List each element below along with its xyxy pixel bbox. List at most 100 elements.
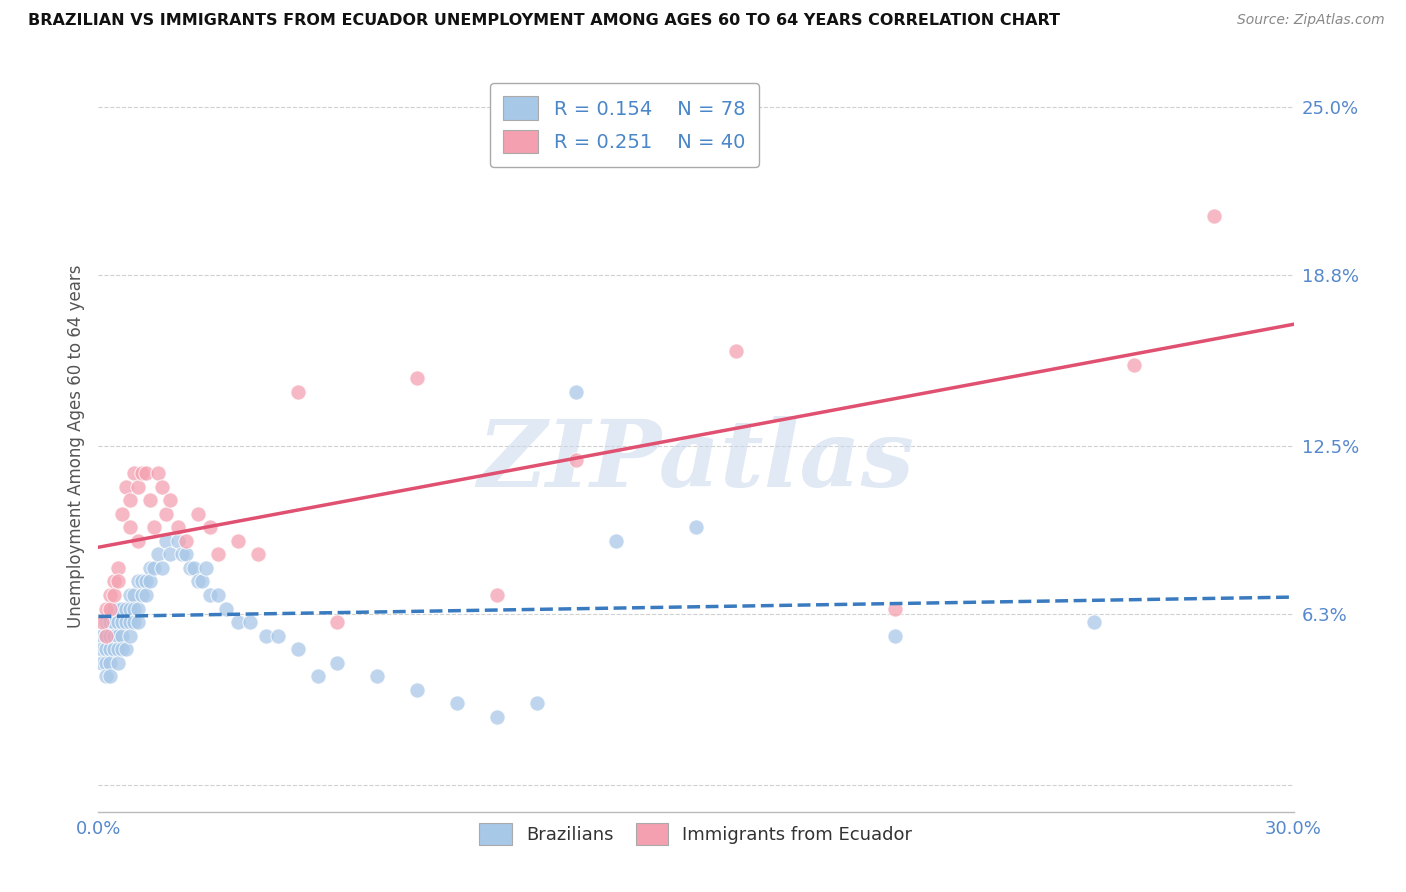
Point <box>135 588 157 602</box>
Point <box>103 615 125 629</box>
Point <box>139 561 162 575</box>
Point <box>96 656 118 670</box>
Point <box>159 493 181 508</box>
Point <box>135 574 157 589</box>
Point <box>107 601 129 615</box>
Point <box>159 547 181 561</box>
Point <box>485 588 508 602</box>
Point <box>127 601 149 615</box>
Point <box>124 601 146 615</box>
Point <box>565 452 588 467</box>
Point <box>150 561 173 575</box>
Point <box>307 669 329 683</box>
Point <box>98 588 122 602</box>
Text: ZIPatlas: ZIPatlas <box>478 416 914 506</box>
Point <box>287 384 309 399</box>
Point <box>120 629 142 643</box>
Point <box>107 629 129 643</box>
Point <box>174 533 197 548</box>
Point <box>107 656 129 670</box>
Text: BRAZILIAN VS IMMIGRANTS FROM ECUADOR UNEMPLOYMENT AMONG AGES 60 TO 64 YEARS CORR: BRAZILIAN VS IMMIGRANTS FROM ECUADOR UNE… <box>28 13 1060 29</box>
Point <box>485 710 508 724</box>
Point <box>207 547 229 561</box>
Point <box>179 561 201 575</box>
Point <box>287 642 309 657</box>
Y-axis label: Unemployment Among Ages 60 to 64 years: Unemployment Among Ages 60 to 64 years <box>66 264 84 628</box>
Point <box>98 615 122 629</box>
Point <box>91 629 114 643</box>
Legend: Brazilians, Immigrants from Ecuador: Brazilians, Immigrants from Ecuador <box>471 814 921 854</box>
Text: Source: ZipAtlas.com: Source: ZipAtlas.com <box>1237 13 1385 28</box>
Point <box>326 615 349 629</box>
Point <box>96 669 118 683</box>
Point <box>187 574 209 589</box>
Point <box>103 601 125 615</box>
Point <box>103 642 125 657</box>
Point <box>1202 209 1225 223</box>
Point <box>226 615 249 629</box>
Point <box>526 697 548 711</box>
Point <box>103 588 125 602</box>
Point <box>103 574 125 589</box>
Point <box>135 466 157 480</box>
Point <box>131 466 153 480</box>
Point <box>246 547 269 561</box>
Point <box>96 601 118 615</box>
Point <box>98 601 122 615</box>
Point <box>155 507 177 521</box>
Point <box>103 629 125 643</box>
Point <box>107 574 129 589</box>
Point <box>124 466 146 480</box>
Point <box>191 574 214 589</box>
Point <box>366 669 388 683</box>
Point <box>107 615 129 629</box>
Point <box>127 574 149 589</box>
Point <box>120 588 142 602</box>
Point <box>139 493 162 508</box>
Point <box>115 642 138 657</box>
Point <box>96 629 118 643</box>
Point <box>155 533 177 548</box>
Point <box>187 507 209 521</box>
Point <box>326 656 349 670</box>
Point <box>96 629 118 643</box>
Point <box>127 615 149 629</box>
Point <box>124 615 146 629</box>
Point <box>131 588 153 602</box>
Point <box>111 615 134 629</box>
Point <box>96 642 118 657</box>
Point <box>111 629 134 643</box>
Point <box>174 547 197 561</box>
Point <box>605 533 627 548</box>
Point <box>115 615 138 629</box>
Point <box>172 547 194 561</box>
Point <box>127 480 149 494</box>
Point <box>884 601 907 615</box>
Point <box>267 629 290 643</box>
Point <box>96 615 118 629</box>
Point <box>107 561 129 575</box>
Point <box>406 371 429 385</box>
Point <box>150 480 173 494</box>
Point <box>111 642 134 657</box>
Point <box>127 533 149 548</box>
Point <box>724 344 747 359</box>
Point <box>198 520 221 534</box>
Point <box>254 629 277 643</box>
Point <box>884 629 907 643</box>
Point <box>111 507 134 521</box>
Point <box>198 588 221 602</box>
Point <box>195 561 218 575</box>
Point <box>120 493 142 508</box>
Point <box>148 466 170 480</box>
Point <box>120 520 142 534</box>
Point <box>148 547 170 561</box>
Point <box>143 520 166 534</box>
Point <box>111 601 134 615</box>
Point <box>107 642 129 657</box>
Point <box>215 601 238 615</box>
Point <box>120 601 142 615</box>
Point <box>226 533 249 548</box>
Point <box>207 588 229 602</box>
Point <box>98 669 122 683</box>
